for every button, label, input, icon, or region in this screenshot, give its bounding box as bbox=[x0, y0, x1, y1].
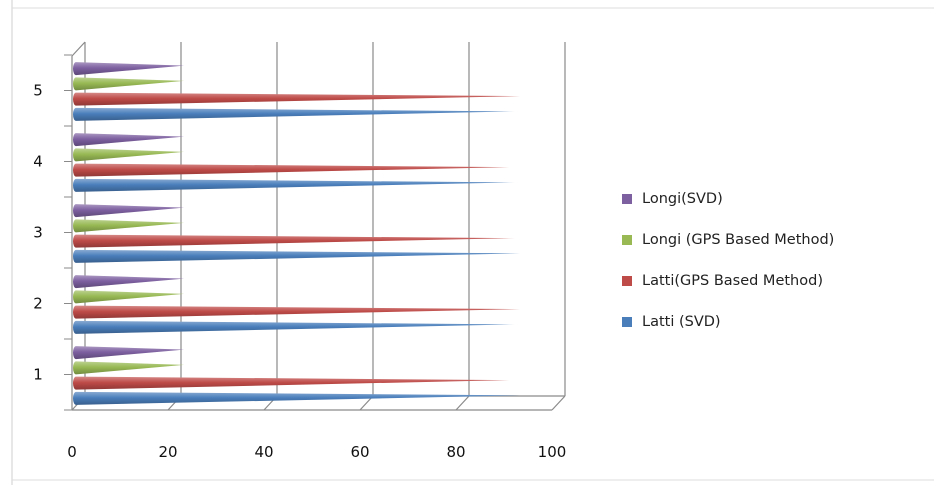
bar-longi-svd-cat-5 bbox=[73, 62, 185, 76]
bar-latti-svd-cat-5 bbox=[73, 107, 516, 121]
y-axis-top-depth bbox=[71, 41, 86, 57]
y-tick-label: 4 bbox=[33, 153, 43, 171]
bar-longi-svd-cat-1 bbox=[73, 346, 185, 360]
legend-label: Longi (GPS Based Method) bbox=[642, 231, 835, 248]
x-tick-label: 0 bbox=[67, 443, 77, 461]
bar-longi-gps-based-method-cat-3 bbox=[73, 219, 185, 233]
legend-swatch bbox=[622, 234, 632, 245]
bar-latti-svd-cat-2 bbox=[73, 320, 516, 334]
legend-label: Latti(GPS Based Method) bbox=[642, 272, 823, 289]
y-tick-label: 3 bbox=[33, 224, 43, 242]
bar-latti-gps-based-method-cat-2 bbox=[73, 305, 521, 319]
bar-latti-gps-based-method-cat-4 bbox=[73, 163, 511, 177]
legend: Longi(SVD) Longi (GPS Based Method) Latti(… bbox=[622, 178, 922, 342]
bar-longi-svd-cat-2 bbox=[73, 275, 185, 289]
bar-longi-gps-based-method-cat-4 bbox=[73, 148, 185, 162]
x-tick-label: 20 bbox=[158, 443, 177, 461]
legend-item: Latti (SVD) bbox=[622, 301, 922, 342]
legend-item: Longi (GPS Based Method) bbox=[622, 219, 922, 260]
x-tick-label: 100 bbox=[538, 443, 567, 461]
x-tick-label: 60 bbox=[350, 443, 369, 461]
legend-item: Latti(GPS Based Method) bbox=[622, 260, 922, 301]
bar-latti-svd-cat-4 bbox=[73, 178, 516, 192]
bar-latti-gps-based-method-cat-3 bbox=[73, 234, 516, 248]
x-tick-label: 40 bbox=[254, 443, 273, 461]
bar-longi-gps-based-method-cat-1 bbox=[73, 361, 185, 375]
bar-longi-svd-cat-4 bbox=[73, 133, 185, 147]
bar-latti-svd-cat-1 bbox=[73, 391, 521, 405]
legend-swatch bbox=[622, 193, 632, 204]
bar-longi-svd-cat-3 bbox=[73, 204, 185, 218]
y-tick-label: 1 bbox=[33, 366, 43, 384]
legend-swatch bbox=[622, 275, 632, 286]
floor-tick-80 bbox=[455, 395, 470, 411]
y-tick-label: 2 bbox=[33, 295, 43, 313]
x-tick-label: 80 bbox=[446, 443, 465, 461]
bar-latti-svd-cat-3 bbox=[73, 249, 521, 263]
legend-label: Latti (SVD) bbox=[642, 313, 721, 330]
bar-latti-gps-based-method-cat-1 bbox=[73, 376, 511, 390]
bar-longi-gps-based-method-cat-2 bbox=[73, 290, 185, 304]
bar-latti-gps-based-method-cat-5 bbox=[73, 92, 521, 106]
legend-item: Longi(SVD) bbox=[622, 178, 922, 219]
y-tick-label: 5 bbox=[33, 82, 43, 100]
bar-longi-gps-based-method-cat-5 bbox=[73, 77, 185, 91]
legend-label: Longi(SVD) bbox=[642, 190, 723, 207]
floor-tick-100 bbox=[551, 395, 566, 411]
legend-swatch bbox=[622, 316, 632, 327]
